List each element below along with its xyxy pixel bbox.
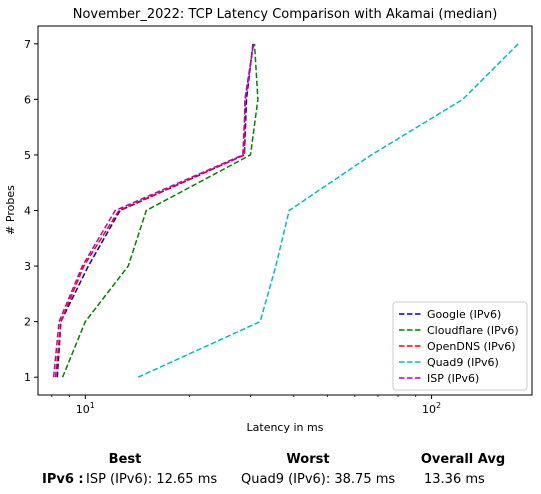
y-tick-label-3: 4 <box>24 205 31 218</box>
series-line-3 <box>137 43 519 378</box>
legend-box <box>392 301 528 391</box>
series-line-1 <box>61 43 259 378</box>
chart-title: November_2022: TCP Latency Comparison wi… <box>73 7 498 22</box>
y-tick-label-4: 5 <box>24 149 31 162</box>
overall-avg-header: Overall Avg <box>420 452 506 467</box>
series-line-4 <box>52 43 255 378</box>
x-axis: 101 102 <box>51 395 441 416</box>
legend-entry-1: Cloudflare (IPv6) <box>427 324 519 337</box>
y-tick-label-0: 1 <box>24 371 31 384</box>
summary-table: Best Worst Overall Avg IPv6 : ISP (IPv6)… <box>0 446 541 494</box>
plot-area <box>52 43 519 378</box>
latency-chart: November_2022: TCP Latency Comparison wi… <box>4 7 533 434</box>
y-axis: 1 2 3 4 5 6 7 <box>24 38 38 384</box>
worst-value: Quad9 (IPv6): 38.75 ms <box>241 472 396 487</box>
row-label: IPv6 : <box>42 472 84 487</box>
x-tick-label-1: 102 <box>422 401 441 416</box>
y-tick-label-2: 3 <box>24 260 31 273</box>
overall-avg-value: 13.36 ms <box>424 472 485 487</box>
x-tick-label-0: 101 <box>76 401 95 416</box>
series-line-2 <box>54 43 255 378</box>
y-axis-label: # Probes <box>4 185 17 235</box>
x-axis-label: Latency in ms <box>247 421 324 434</box>
best-header: Best <box>108 452 142 467</box>
worst-header: Worst <box>286 452 330 467</box>
best-value: ISP (IPv6): 12.65 ms <box>86 472 218 487</box>
legend-entry-2: OpenDNS (IPv6) <box>427 340 516 353</box>
y-tick-label-1: 2 <box>24 316 31 329</box>
y-tick-label-6: 7 <box>24 38 31 51</box>
legend-entry-4: ISP (IPv6) <box>427 372 479 385</box>
series-line-0 <box>56 43 254 378</box>
legend: Google (IPv6) Cloudflare (IPv6) OpenDNS (I… <box>392 301 528 391</box>
legend-entry-3: Quad9 (IPv6) <box>427 356 499 369</box>
y-tick-label-5: 6 <box>24 93 31 106</box>
legend-entry-0: Google (IPv6) <box>427 308 501 321</box>
